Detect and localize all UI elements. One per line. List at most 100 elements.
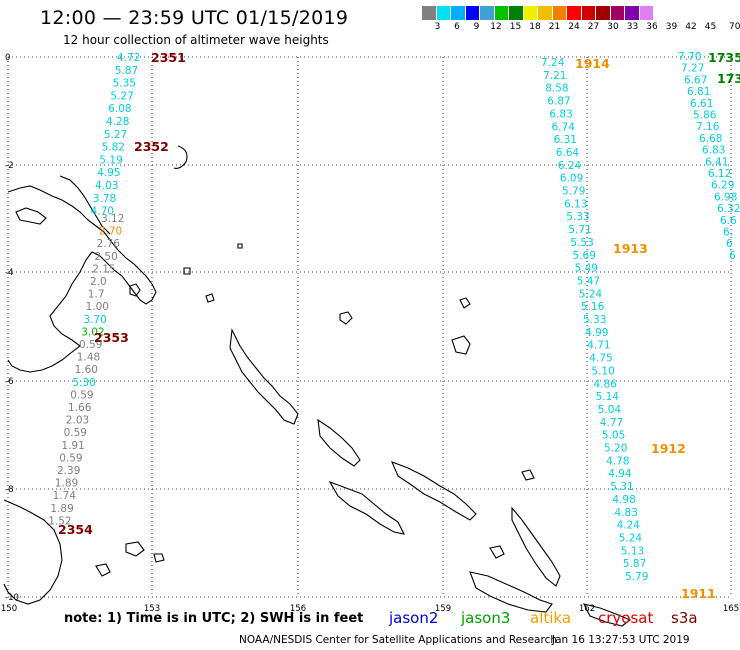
wave-height-value: 6.29 [711,180,734,192]
wave-height-value: 5.35 [113,78,136,90]
legend-swatch [610,6,625,20]
wave-height-value: 5.24 [619,532,643,544]
legend-swatch [538,6,553,20]
island-png-tip [3,499,63,605]
wave-height-value: 5.19 [99,154,122,166]
wave-height-value: 6.83 [549,108,572,120]
wave-height-value: 1.48 [77,352,100,364]
longitude-label: 150 [1,604,17,614]
wave-height-value: 5.87 [115,65,138,77]
credit-text: NOAA/NESDIS Center for Satellite Applica… [239,634,557,646]
wave-height-value: 4.98 [612,494,635,506]
legend-swatch [552,6,567,20]
island-small-9 [521,469,535,481]
legend-swatch [567,6,582,20]
wave-height-value: 5.47 [577,275,600,287]
wave-height-value: 7.24 [541,57,565,69]
island-santa-isabel [390,461,477,521]
wave-height-value: 4.99 [585,327,608,339]
wave-height-value: 2.50 [94,251,117,263]
wave-height-value: 5.86 [693,110,717,122]
wave-height-value: 4.78 [606,455,629,467]
wave-height-value: 5.14 [596,391,620,403]
legend-tick-label: 45 [704,22,717,32]
wave-height-value: 6.12 [708,168,731,180]
pass-time-label: 2353 [94,330,129,345]
wave-height-value: 5.33 [583,314,606,326]
wave-height-value: 7.16 [696,121,720,133]
wave-height-value: 2.03 [66,415,89,427]
pass-time-label: 1914 [575,56,610,71]
pass-time-label: 2351 [151,50,186,65]
satellite-s3a-label: s3a [671,609,698,627]
legend-unit-label: 70 (ft) [729,22,740,32]
wave-height-value: 0.59 [79,339,102,351]
legend-swatch [509,6,524,20]
legend-tick-label: 24 [568,22,580,32]
legend-swatch [625,6,640,20]
wave-height-value: 2.15 [92,263,115,275]
wave-height-value: 5.20 [604,443,627,455]
legend-tick-label: 27 [587,22,600,32]
legend-tick-label: 3 [434,22,441,32]
coastlines [3,145,632,627]
satellite-jason2-label: jason2 [389,609,439,627]
wave-height-value: 5.79 [562,186,585,198]
latitude-label: -2 [5,161,13,171]
wave-height-value: 6.81 [687,86,710,98]
wave-height-value: 6.32 [717,203,740,215]
wave-height-value: 5.27 [110,90,133,102]
latitude-label: -10 [5,593,19,603]
legend-swatch [465,6,480,20]
map-subtitle: 12 hour collection of altimeter wave hei… [63,33,329,47]
wave-height-value: 5.13 [621,545,644,557]
legend-tick-label: 30 [607,22,619,32]
island-small-1 [129,283,141,297]
wave-height-value: 5.30 [72,377,95,389]
island-choiseul [317,418,361,467]
wave-height-value: 1.52 [48,515,71,527]
legend-swatch [422,6,437,20]
pass-time-label: 2354 [58,522,93,537]
wave-height-value: 4.83 [615,507,638,519]
wave-height-value: 2.39 [57,465,80,477]
wave-height-value: 5.79 [625,571,648,583]
island-bougainville [229,328,299,425]
latitude-label: 0 [5,53,10,63]
wave-height-value: 6.64 [556,147,580,159]
legend-swatch [596,6,611,20]
legend-swatch [480,6,495,20]
island-small-12 [183,267,191,275]
wave-height-value: 6.09 [560,173,583,185]
wave-height-value: 5.69 [573,250,596,262]
wave-height-value: 6.31 [554,134,577,146]
wave-height-value: 6.13 [564,198,587,210]
wave-height-value: 5.27 [104,129,127,141]
wave-height-value: 5.33 [566,211,589,223]
latitude-label: -6 [5,377,13,387]
wave-height-value: 5.10 [591,365,614,377]
wave-height-value: 6.83 [702,145,725,157]
legend-tick-label: 18 [529,22,541,32]
island-new-britain-east [15,207,47,225]
wave-height-value: 5.53 [570,237,593,249]
island-small-4 [459,297,471,309]
map-title: 12:00 — 23:59 UTC 01/15/2019 [40,7,349,29]
wave-height-value: 4.71 [587,340,610,352]
island-makira [582,603,632,627]
wave-height-value: 5.04 [598,404,622,416]
longitude-label: 159 [435,604,451,614]
legend-tick-label: 6 [454,22,460,32]
wave-height-value: 4.95 [97,167,120,179]
wave-height-value: 6. [723,227,733,239]
wave-height-value: 3.12 [101,213,124,225]
wave-height-value: 6.87 [547,96,570,108]
wave-height-value: 5.71 [568,224,591,236]
legend-swatches [422,6,654,20]
wave-height-value: 6 [729,250,736,262]
wave-height-value: 7.70 [678,51,701,63]
wave-height-value: 1.00 [86,301,109,313]
wave-height-value: 6.61 [690,98,713,110]
wave-height-value: 1.74 [53,490,77,502]
